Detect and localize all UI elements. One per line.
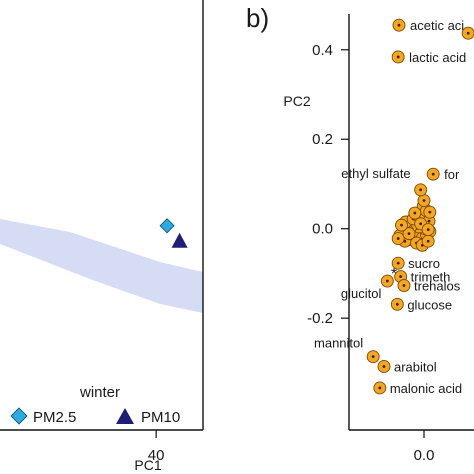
point-label: glucose <box>407 297 452 312</box>
panel-b-point-labels: acetic aci lactic acid for ethyl sulfate suc… <box>314 18 466 396</box>
point-label: lactic acid <box>409 50 466 65</box>
legend-title: winter <box>79 384 120 401</box>
data-point <box>395 218 408 232</box>
y-tick-label: 0.0 <box>312 221 333 238</box>
x-tick-label: 0.0 <box>414 447 435 464</box>
y-axis-label-pc2: PC2 <box>283 93 310 109</box>
x-tick-label: 40 <box>148 447 165 464</box>
data-point <box>421 234 435 248</box>
panel-b-x-ticks: 0.0 <box>414 430 435 464</box>
labeled-data-point <box>380 274 394 288</box>
labeled-data-point <box>414 183 428 197</box>
pm25-diamond-point <box>159 218 175 234</box>
pm10-triangle-point <box>171 232 188 248</box>
legend-label-pm25: PM2.5 <box>33 409 76 426</box>
panel-b: b) 0.4 0.2 0.0 -0.2 0.0 PC2 acetic aci lacti… <box>246 3 474 464</box>
point-label: malonic acid <box>390 381 462 396</box>
labeled-data-point <box>366 350 380 364</box>
panel-a-points <box>159 218 188 248</box>
labeled-data-point <box>426 167 440 181</box>
point-label: for <box>444 167 460 182</box>
panel-label-b: b) <box>246 3 269 33</box>
labeled-data-point <box>377 360 391 373</box>
panel-b-y-ticks: 0.4 0.2 0.0 -0.2 <box>307 42 349 327</box>
labeled-data-point <box>392 18 406 32</box>
point-label: arabitol <box>394 359 437 374</box>
point-label: acetic aci <box>410 18 464 33</box>
data-point <box>421 223 435 237</box>
legend-diamond-marker <box>10 407 28 425</box>
point-label: ethyl sulfate <box>341 166 410 181</box>
data-point <box>391 232 405 246</box>
panel-a: 40 PC1 winter PM2.5 PM10 <box>0 0 204 473</box>
legend-triangle-marker <box>116 408 134 424</box>
labeled-data-point <box>391 256 405 270</box>
panel-b-points <box>366 18 474 395</box>
point-label: glucitol <box>341 286 382 301</box>
data-point <box>402 227 416 241</box>
data-point <box>408 206 422 220</box>
panel-a-x-ticks: 40 <box>148 430 165 464</box>
data-point <box>423 205 437 219</box>
legend-label-pm10: PM10 <box>141 409 180 426</box>
labeled-data-point <box>397 279 411 292</box>
labeled-data-point <box>390 297 404 311</box>
labeled-data-point <box>373 381 387 395</box>
asterisk-marker: * <box>391 266 397 283</box>
point-label: trehalos <box>414 279 461 294</box>
point-label: mannitol <box>314 336 363 351</box>
y-tick-label: 0.2 <box>312 131 333 148</box>
legend: PM2.5 PM10 <box>10 407 180 426</box>
labeled-data-point <box>391 50 405 64</box>
confidence-ellipse <box>0 219 203 313</box>
y-tick-label: -0.2 <box>307 310 333 327</box>
point-label: trimeth <box>411 270 451 285</box>
y-tick-label: 0.4 <box>312 42 333 59</box>
x-axis-label-pc1: PC1 <box>134 457 161 473</box>
point-label: sucro <box>408 256 440 271</box>
data-point <box>417 194 431 207</box>
data-point <box>461 26 474 40</box>
